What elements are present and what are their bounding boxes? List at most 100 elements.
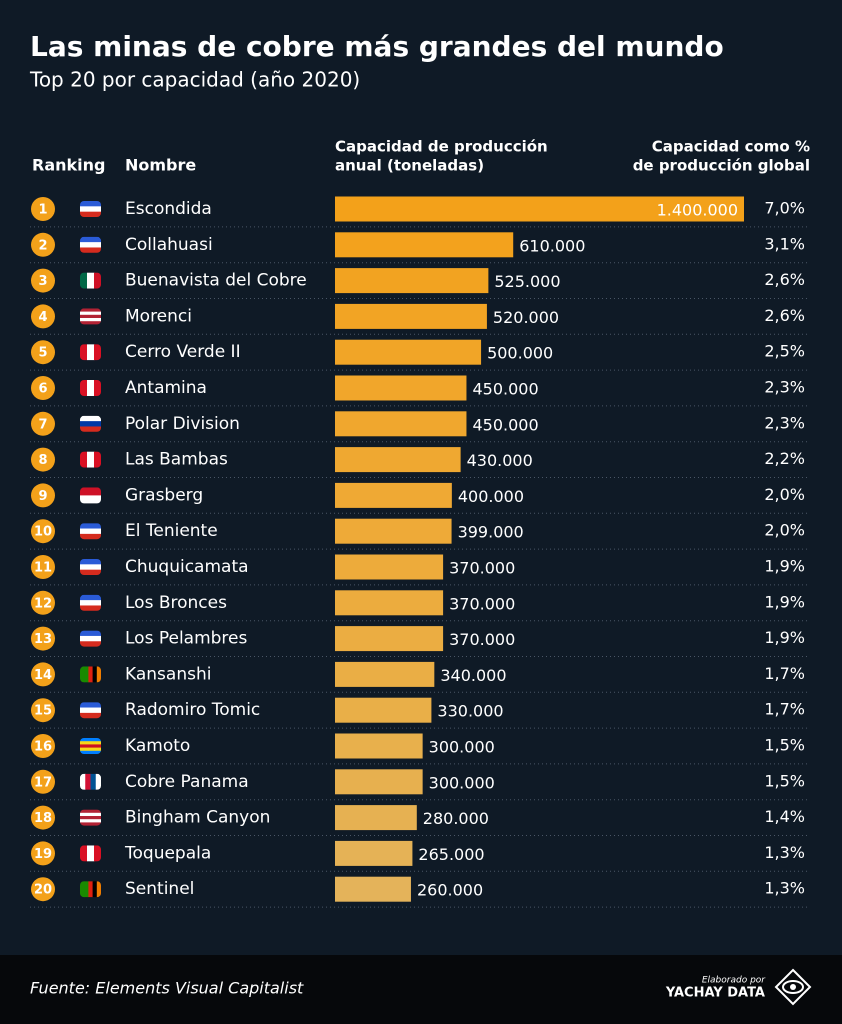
flag-stripe [80, 750, 101, 754]
bar [335, 769, 423, 795]
flag-stripe [80, 211, 101, 217]
mine-name: Kamoto [125, 736, 190, 756]
share-label: 3,1% [764, 234, 805, 253]
rank: 9 [38, 489, 47, 504]
rank-badge [31, 698, 55, 723]
share-header: Capacidad como % [652, 138, 810, 156]
mine-name: Bingham Canyon [125, 808, 270, 828]
value-label: 500.000 [487, 344, 553, 363]
rank: 1 [38, 203, 47, 218]
flag-stripe [80, 236, 101, 243]
flag-stripe [80, 809, 101, 814]
rank: 6 [38, 382, 47, 397]
rank-badge [31, 304, 55, 329]
value-label: 525.000 [494, 272, 560, 291]
flag-stripe [94, 451, 101, 468]
mine-name: Polar Division [125, 414, 240, 434]
bar [335, 554, 444, 580]
flag-stripe [87, 451, 95, 468]
share-label: 1,7% [764, 700, 805, 719]
flag-stripe [80, 487, 101, 496]
flag-stripe [80, 812, 101, 817]
rank: 16 [34, 740, 52, 755]
mine-name: Los Pelambres [125, 629, 248, 649]
flag-stripe [80, 206, 101, 213]
rank: 18 [34, 811, 52, 826]
bar [335, 805, 417, 831]
flag-stripe [80, 881, 85, 898]
value-label: 265.000 [418, 845, 484, 864]
flag-stripe [80, 311, 101, 316]
rank-badge [31, 197, 55, 221]
flag-stripe [80, 741, 101, 745]
bar [335, 339, 482, 365]
flag-stripe [80, 344, 88, 361]
name-header: Nombre [125, 156, 196, 175]
share-label: 1,3% [764, 879, 805, 898]
flag [80, 272, 101, 289]
mine-name: Antamina [125, 378, 207, 398]
rank: 14 [34, 668, 52, 683]
value-label: 430.000 [467, 451, 533, 470]
flag-stripe [80, 594, 101, 601]
flag [80, 630, 101, 647]
value-label: 399.000 [458, 523, 524, 542]
flag-stripe [80, 318, 101, 322]
value-label: 280.000 [423, 809, 489, 828]
bar [335, 232, 514, 258]
rank-badge [31, 232, 55, 257]
flag [80, 702, 101, 719]
rank-badge [31, 447, 55, 472]
rank-badge [31, 769, 55, 794]
share-label: 1,9% [764, 592, 805, 611]
share-label: 2,0% [764, 521, 805, 540]
mine-name: Escondida [125, 199, 212, 219]
flag-stripe [85, 773, 91, 790]
bar [335, 626, 444, 652]
value-header: anual (toneladas) [335, 157, 484, 175]
bar [335, 518, 452, 544]
value-label: 340.000 [440, 666, 506, 685]
rank: 7 [38, 417, 47, 432]
bar [335, 482, 452, 508]
flag-stripe [80, 702, 101, 709]
flag-stripe [80, 569, 101, 575]
share-label: 7,0% [764, 199, 805, 218]
flag-stripe [80, 426, 101, 432]
rank-badge [31, 411, 55, 436]
flag-stripe [96, 881, 101, 898]
flag [80, 201, 101, 217]
mine-name: Las Bambas [125, 450, 228, 470]
share-label: 2,3% [764, 413, 805, 432]
rank-badge [31, 483, 55, 508]
value-label: 450.000 [472, 415, 538, 434]
value-label: 300.000 [429, 773, 495, 792]
bar [335, 840, 413, 866]
flag-stripe [94, 272, 101, 289]
rank: 17 [34, 775, 52, 790]
flag [80, 344, 101, 361]
mine-name: Chuquicamata [125, 557, 249, 577]
flag-stripe [80, 242, 101, 248]
value-label: 450.000 [472, 380, 538, 399]
flag [80, 666, 101, 683]
flag-stripe [80, 201, 101, 207]
flag-stripe [80, 564, 101, 571]
bar [335, 876, 411, 902]
value-header: Capacidad de producción [335, 138, 548, 156]
rank: 8 [38, 453, 47, 468]
flag [80, 845, 101, 862]
share-label: 1,4% [764, 807, 805, 826]
flag-stripe [80, 747, 101, 752]
share-label: 1,9% [764, 557, 805, 576]
flag-stripe [80, 707, 101, 714]
mine-name: Cerro Verde II [125, 342, 241, 362]
bar [335, 661, 435, 687]
value-label: 520.000 [493, 308, 559, 327]
flag-stripe [80, 559, 101, 565]
bar [335, 733, 423, 759]
share-label: 2,5% [764, 342, 805, 361]
flag [80, 881, 101, 898]
